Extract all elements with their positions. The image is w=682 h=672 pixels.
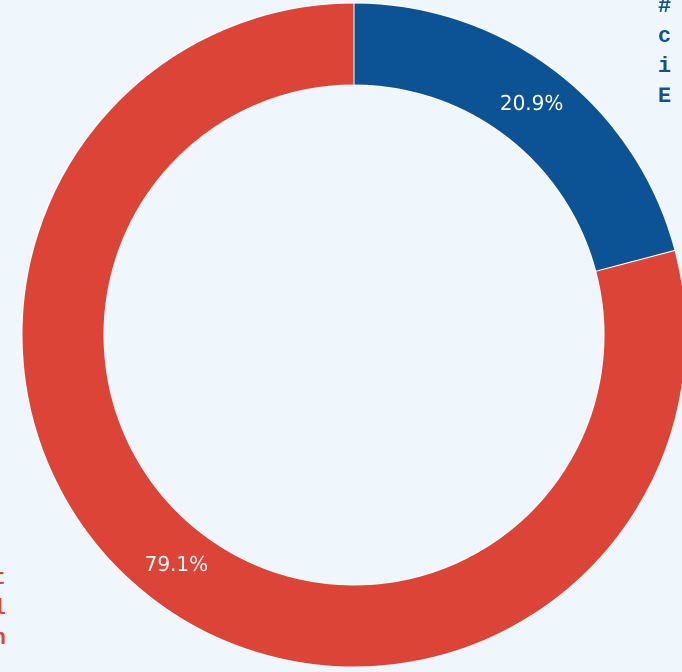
donut-slice-1: [353, 2, 676, 272]
legend-entry-1-text: # c i E: [658, 0, 672, 109]
slice-value-label-1: 20.9%: [500, 91, 564, 115]
donut-slice-2: [21, 2, 682, 668]
slice-label-group: 20.9% 79.1%: [145, 91, 564, 576]
slice-value-label-2: 79.1%: [145, 552, 209, 576]
slice-group: [21, 2, 682, 668]
legend-entry-2-text: thout chool on on: [0, 564, 6, 654]
